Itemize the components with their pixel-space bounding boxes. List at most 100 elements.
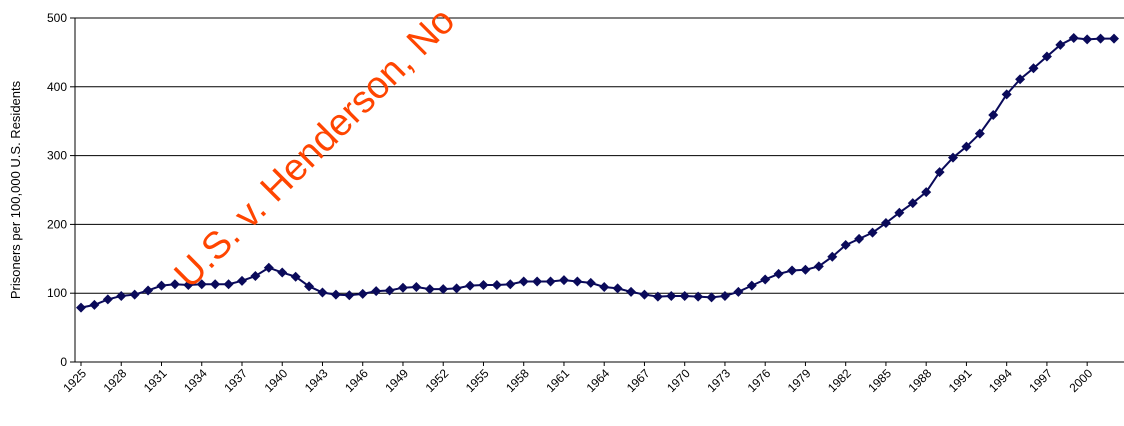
x-tick-label: 1976 [745,366,774,395]
data-point-1985 [880,218,891,229]
data-point-1972 [706,292,717,303]
data-point-1991 [961,141,972,152]
data-point-1935 [210,279,221,290]
data-point-1959 [532,276,543,287]
data-point-1967 [639,289,650,300]
x-tick-label: 1991 [946,366,975,395]
data-point-1997 [1041,51,1052,62]
data-point-1963 [585,277,596,288]
data-point-1969 [666,290,677,301]
x-tick-label: 1934 [181,366,210,395]
data-point-1955 [478,279,489,290]
data-point-1974 [733,286,744,297]
data-point-1934 [196,279,207,290]
x-tick-label: 1952 [423,366,452,395]
x-tick-label: 2000 [1067,366,1096,395]
data-point-1973 [719,290,730,301]
data-point-1944 [330,289,341,300]
data-point-1938 [250,271,261,281]
data-point-1940 [277,267,288,278]
x-tick-label: 1988 [906,366,935,395]
x-tick-label: 1973 [704,366,733,395]
data-point-1978 [787,265,798,276]
data-point-1954 [465,280,476,291]
x-tick-label: 1937 [221,366,250,395]
data-point-1989 [934,167,945,178]
data-point-1960 [545,276,556,287]
data-point-1946 [357,288,368,299]
x-tick-label: 1943 [302,366,331,395]
data-point-1931 [156,280,167,291]
data-point-1961 [558,275,569,286]
y-axis-title: Prisoners per 100,000 U.S. Residents [8,80,23,299]
gridlines [75,17,1124,294]
data-point-1999 [1068,32,1079,43]
data-point-1957 [505,279,516,290]
data-point-1990 [948,152,959,163]
data-point-1951 [424,284,435,295]
data-point-1987 [907,198,918,209]
y-tick-label: 100 [47,286,67,300]
data-point-1976 [760,274,771,285]
data-point-1971 [693,291,704,302]
x-tick-label: 1967 [624,366,653,395]
data-point-1926 [89,299,100,310]
data-point-1930 [143,285,154,296]
data-point-1986 [894,207,905,218]
data-point-1962 [572,276,583,287]
data-point-2002 [1109,33,1119,44]
data-point-1956 [491,279,502,290]
data-point-1988 [921,187,932,198]
data-point-1949 [397,282,408,293]
data-point-1966 [626,286,637,297]
y-axis-ticks: 0 100 200 300 400 500 [47,11,75,369]
watermark-text: U.S. v. Henderson, No [167,0,464,296]
data-point-1928 [116,290,127,301]
data-point-1982 [840,240,851,251]
x-tick-label: 1955 [463,366,492,395]
data-point-1939 [263,262,274,273]
x-tick-label: 1994 [986,366,1015,395]
y-tick-label: 200 [47,217,67,231]
data-point-1953 [451,283,462,294]
data-point-2001 [1095,33,1106,44]
data-point-1933 [183,279,194,290]
x-tick-label: 1949 [382,366,411,395]
data-point-1945 [344,290,355,301]
data-point-1977 [773,268,784,279]
data-point-1995 [1015,74,1026,85]
x-axis-ticks: 1925 1928 1931 1934 1937 1940 1943 1946 1949 1952… [60,362,1096,395]
data-point-1929 [129,289,140,300]
data-point-1952 [438,284,449,295]
x-tick-label: 1970 [664,366,693,395]
x-tick-label: 1985 [865,366,894,395]
x-tick-label: 1940 [262,366,291,395]
data-point-1994 [1001,89,1012,100]
data-point-1996 [1028,63,1039,74]
data-point-1942 [304,281,315,292]
data-point-1993 [988,110,999,121]
x-tick-label: 1961 [543,366,572,395]
data-point-1983 [854,233,865,244]
data-point-2000 [1082,34,1093,45]
y-tick-label: 500 [47,11,67,25]
data-point-1927 [102,294,113,305]
x-tick-label: 1982 [825,366,854,395]
data-point-1941 [290,271,301,282]
data-point-1943 [317,287,328,298]
data-point-1948 [384,285,395,296]
data-point-1981 [827,251,838,262]
data-point-1932 [169,279,180,290]
x-tick-label: 1931 [141,366,170,395]
data-point-1947 [371,286,382,297]
data-point-1970 [679,290,690,301]
data-point-1936 [223,279,234,290]
data-point-1998 [1055,39,1066,50]
y-tick-label: 400 [47,80,67,94]
x-tick-label: 1958 [503,366,532,395]
data-point-1965 [612,283,623,294]
series-group [76,32,1119,313]
data-point-1968 [652,291,663,302]
data-point-1980 [813,261,824,272]
